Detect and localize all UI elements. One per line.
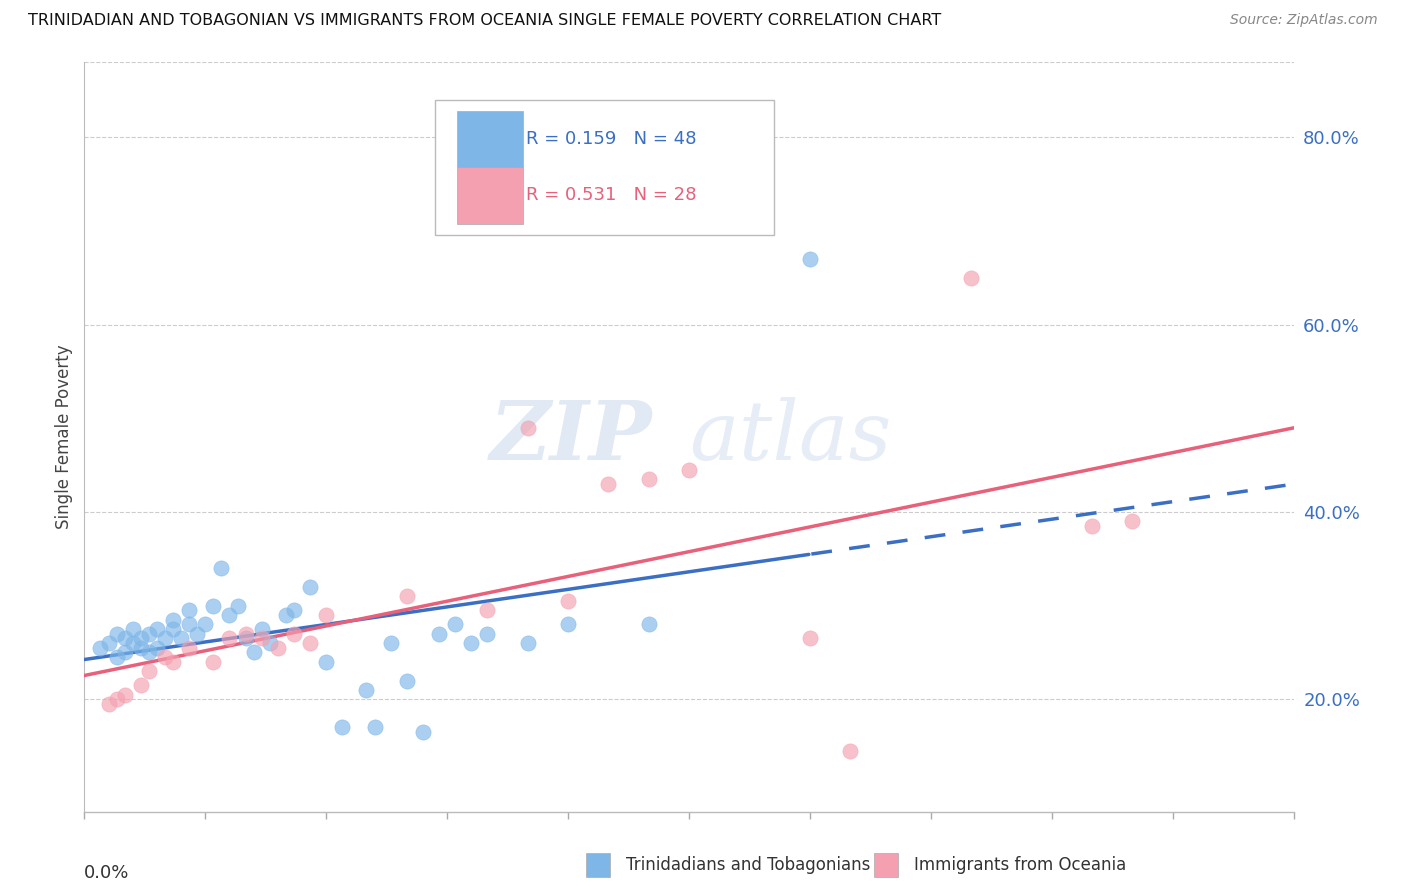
Point (105, 626, 128, 640)
Point (235, 632, 257, 646)
Text: atlas: atlas (689, 397, 891, 477)
Point (356, 683, 378, 698)
Point (363, 721, 385, 735)
Point (477, 626, 499, 640)
Point (557, 594, 579, 608)
Point (226, 599, 249, 613)
Point (960, 271, 983, 285)
Point (170, 632, 193, 646)
Point (194, 617, 217, 632)
Point (114, 632, 136, 646)
Point (97, 636, 120, 650)
Point (1081, 519, 1104, 533)
Point (299, 636, 322, 650)
Point (153, 650, 176, 665)
Point (412, 725, 434, 739)
Point (637, 472, 659, 486)
Point (799, 252, 821, 266)
Point (839, 744, 862, 758)
Point (129, 678, 152, 692)
Point (1121, 514, 1143, 528)
Point (427, 626, 450, 640)
Point (162, 655, 184, 669)
Point (146, 640, 169, 655)
Text: Immigrants from Oceania: Immigrants from Oceania (914, 856, 1126, 874)
Text: R = 0.531   N = 28: R = 0.531 N = 28 (526, 186, 696, 204)
Point (138, 646, 160, 660)
Point (146, 622, 169, 636)
Text: 0.0%: 0.0% (84, 864, 129, 882)
Point (477, 603, 499, 617)
Point (235, 626, 257, 640)
Point (138, 664, 160, 679)
Point (162, 622, 184, 636)
Point (259, 636, 281, 650)
Point (138, 626, 160, 640)
Point (315, 655, 337, 669)
Text: Trinidadians and Tobagonians: Trinidadians and Tobagonians (626, 856, 870, 874)
Point (89, 640, 111, 655)
Point (598, 476, 620, 491)
Point (209, 561, 232, 575)
Point (105, 650, 128, 665)
Point (516, 420, 538, 434)
Point (444, 617, 467, 632)
Point (97, 697, 120, 711)
Point (557, 617, 579, 632)
Point (250, 632, 273, 646)
Point (114, 646, 136, 660)
Point (129, 632, 152, 646)
Point (179, 640, 201, 655)
FancyBboxPatch shape (434, 100, 773, 235)
Point (283, 626, 305, 640)
Point (202, 655, 225, 669)
Point (516, 636, 538, 650)
Y-axis label: Single Female Poverty: Single Female Poverty (55, 345, 73, 529)
Point (380, 636, 402, 650)
Point (395, 673, 418, 688)
Point (129, 640, 152, 655)
Point (105, 692, 128, 706)
Point (179, 617, 201, 632)
Point (121, 636, 143, 650)
Point (678, 463, 700, 477)
Point (250, 622, 273, 636)
Point (299, 580, 322, 594)
Point (395, 589, 418, 603)
Point (186, 626, 208, 640)
Point (179, 603, 201, 617)
FancyBboxPatch shape (457, 111, 523, 167)
FancyBboxPatch shape (457, 168, 523, 224)
Point (283, 603, 305, 617)
Text: R = 0.159   N = 48: R = 0.159 N = 48 (526, 129, 696, 148)
Text: ZIP: ZIP (491, 397, 652, 477)
Point (637, 617, 659, 632)
Point (315, 608, 337, 623)
Point (114, 688, 136, 702)
Point (218, 608, 240, 623)
Point (121, 622, 143, 636)
Point (799, 632, 821, 646)
Point (330, 721, 353, 735)
Text: Source: ZipAtlas.com: Source: ZipAtlas.com (1230, 13, 1378, 28)
Point (218, 632, 240, 646)
Point (162, 613, 184, 627)
Point (460, 636, 482, 650)
Point (153, 632, 176, 646)
Point (242, 646, 264, 660)
Point (274, 608, 297, 623)
Text: TRINIDADIAN AND TOBAGONIAN VS IMMIGRANTS FROM OCEANIA SINGLE FEMALE POVERTY CORR: TRINIDADIAN AND TOBAGONIAN VS IMMIGRANTS… (28, 13, 942, 29)
Point (267, 640, 290, 655)
Point (202, 599, 225, 613)
